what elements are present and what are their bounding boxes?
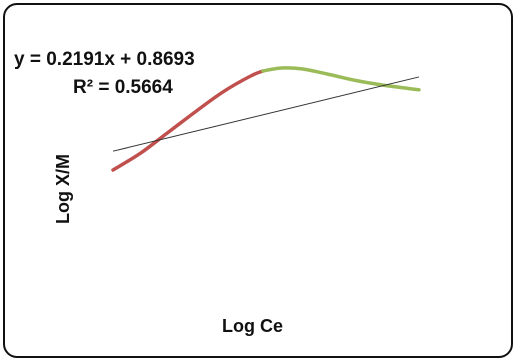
- chart-frame: [3, 3, 513, 358]
- trendline-equation: y = 0.2191x + 0.8693: [14, 49, 195, 70]
- curve-rising-line: [111, 69, 265, 172]
- curve-falling-line: [261, 66, 421, 92]
- r-squared-label: R² = 0.5664: [73, 77, 173, 98]
- y-axis-label: Log X/M: [53, 154, 73, 224]
- trendline-line: [112, 76, 420, 152]
- plot-area: [111, 66, 421, 172]
- x-axis-label: Log Ce: [222, 316, 283, 336]
